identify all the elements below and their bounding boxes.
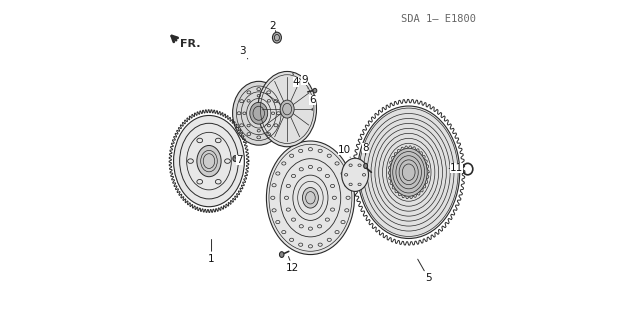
Ellipse shape [280,252,284,257]
Ellipse shape [342,158,369,191]
Text: 9: 9 [301,75,308,88]
Ellipse shape [197,145,221,177]
Ellipse shape [313,88,317,93]
Ellipse shape [250,102,268,124]
Ellipse shape [266,141,355,255]
Text: 6: 6 [309,95,316,110]
Ellipse shape [233,156,237,161]
Text: 8: 8 [362,143,369,155]
Text: 12: 12 [286,256,300,273]
Ellipse shape [303,188,319,208]
Ellipse shape [173,115,244,207]
Ellipse shape [358,106,460,239]
Text: 1: 1 [208,240,215,264]
Ellipse shape [364,163,367,168]
Text: 11: 11 [449,163,463,174]
Ellipse shape [273,32,282,43]
Text: FR.: FR. [180,39,200,49]
Text: 2: 2 [269,20,276,32]
Ellipse shape [280,100,294,118]
Ellipse shape [258,71,317,147]
Text: 4: 4 [292,73,300,87]
Text: 5: 5 [418,259,432,283]
Text: 3: 3 [239,46,248,59]
Text: 7: 7 [235,155,243,165]
Text: SDA 1– E1800: SDA 1– E1800 [401,14,476,24]
Text: 10: 10 [338,145,351,157]
Ellipse shape [232,81,285,145]
Ellipse shape [390,148,427,196]
